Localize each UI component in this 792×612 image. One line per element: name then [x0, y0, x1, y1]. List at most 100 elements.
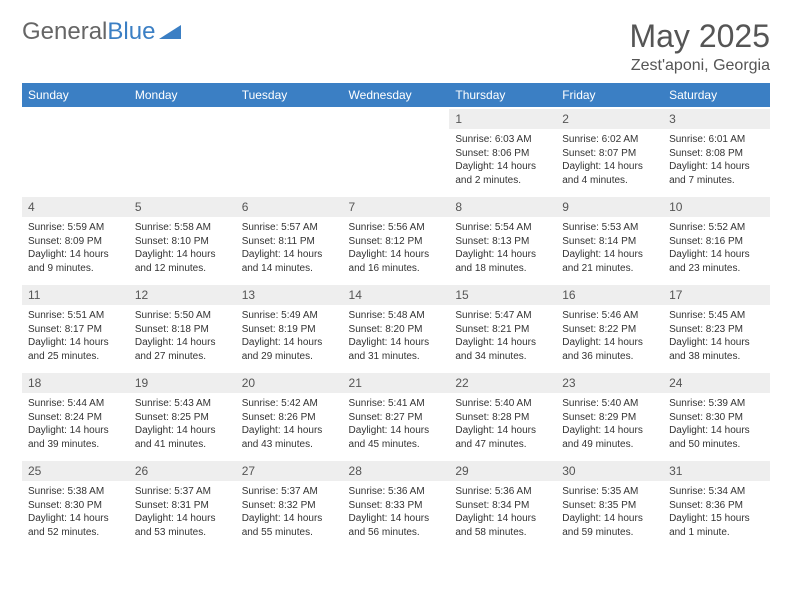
day-content-row: Sunrise: 6:03 AMSunset: 8:06 PMDaylight:… [22, 129, 770, 196]
daylight-text: and 36 minutes. [562, 350, 657, 364]
day-number: 26 [129, 460, 236, 481]
sunset-text: Sunset: 8:29 PM [562, 411, 657, 425]
day-number [236, 108, 343, 129]
day-cell: Sunrise: 5:39 AMSunset: 8:30 PMDaylight:… [663, 393, 770, 460]
sunrise-text: Sunrise: 5:43 AM [135, 397, 230, 411]
day-content-row: Sunrise: 5:44 AMSunset: 8:24 PMDaylight:… [22, 393, 770, 460]
day-content-row: Sunrise: 5:38 AMSunset: 8:30 PMDaylight:… [22, 481, 770, 547]
daylight-text: Daylight: 14 hours [28, 424, 123, 438]
day-cell: Sunrise: 5:45 AMSunset: 8:23 PMDaylight:… [663, 305, 770, 372]
day-number: 15 [449, 284, 556, 305]
day-number: 20 [236, 372, 343, 393]
sunrise-text: Sunrise: 5:50 AM [135, 309, 230, 323]
day-cell: Sunrise: 5:44 AMSunset: 8:24 PMDaylight:… [22, 393, 129, 460]
sunrise-text: Sunrise: 5:49 AM [242, 309, 337, 323]
daylight-text: and 9 minutes. [28, 262, 123, 276]
day-number: 16 [556, 284, 663, 305]
sunrise-text: Sunrise: 5:57 AM [242, 221, 337, 235]
sunset-text: Sunset: 8:09 PM [28, 235, 123, 249]
day-number: 14 [343, 284, 450, 305]
sunset-text: Sunset: 8:14 PM [562, 235, 657, 249]
sunset-text: Sunset: 8:28 PM [455, 411, 550, 425]
daylight-text: and 43 minutes. [242, 438, 337, 452]
day-number: 23 [556, 372, 663, 393]
daylight-text: and 52 minutes. [28, 526, 123, 540]
sunset-text: Sunset: 8:35 PM [562, 499, 657, 513]
day-cell: Sunrise: 5:43 AMSunset: 8:25 PMDaylight:… [129, 393, 236, 460]
sunset-text: Sunset: 8:11 PM [242, 235, 337, 249]
day-cell: Sunrise: 5:50 AMSunset: 8:18 PMDaylight:… [129, 305, 236, 372]
sunrise-text: Sunrise: 6:03 AM [455, 133, 550, 147]
sunrise-text: Sunrise: 5:52 AM [669, 221, 764, 235]
day-number: 1 [449, 108, 556, 129]
sunrise-text: Sunrise: 5:42 AM [242, 397, 337, 411]
sunset-text: Sunset: 8:36 PM [669, 499, 764, 513]
sunset-text: Sunset: 8:06 PM [455, 147, 550, 161]
day-cell: Sunrise: 5:58 AMSunset: 8:10 PMDaylight:… [129, 217, 236, 284]
sunrise-text: Sunrise: 5:36 AM [455, 485, 550, 499]
sunrise-text: Sunrise: 5:58 AM [135, 221, 230, 235]
sunrise-text: Sunrise: 5:41 AM [349, 397, 444, 411]
sunrise-text: Sunrise: 6:01 AM [669, 133, 764, 147]
day-number: 11 [22, 284, 129, 305]
daylight-text: Daylight: 14 hours [242, 248, 337, 262]
sunset-text: Sunset: 8:17 PM [28, 323, 123, 337]
daylight-text: Daylight: 14 hours [562, 512, 657, 526]
daylight-text: Daylight: 14 hours [349, 248, 444, 262]
daylight-text: and 27 minutes. [135, 350, 230, 364]
daylight-text: and 53 minutes. [135, 526, 230, 540]
sunset-text: Sunset: 8:07 PM [562, 147, 657, 161]
day-cell [22, 129, 129, 196]
day-number-row: 25262728293031 [22, 460, 770, 481]
day-cell [343, 129, 450, 196]
day-number: 18 [22, 372, 129, 393]
daylight-text: and 58 minutes. [455, 526, 550, 540]
sunrise-text: Sunrise: 5:44 AM [28, 397, 123, 411]
sunset-text: Sunset: 8:20 PM [349, 323, 444, 337]
daylight-text: and 59 minutes. [562, 526, 657, 540]
day-content-row: Sunrise: 5:59 AMSunset: 8:09 PMDaylight:… [22, 217, 770, 284]
day-number-row: 11121314151617 [22, 284, 770, 305]
daylight-text: Daylight: 14 hours [135, 424, 230, 438]
daylight-text: Daylight: 14 hours [669, 160, 764, 174]
daylight-text: Daylight: 14 hours [669, 336, 764, 350]
daylight-text: Daylight: 14 hours [349, 424, 444, 438]
daylight-text: and 47 minutes. [455, 438, 550, 452]
sunset-text: Sunset: 8:22 PM [562, 323, 657, 337]
day-number: 24 [663, 372, 770, 393]
day-cell: Sunrise: 5:59 AMSunset: 8:09 PMDaylight:… [22, 217, 129, 284]
day-cell: Sunrise: 5:56 AMSunset: 8:12 PMDaylight:… [343, 217, 450, 284]
sunrise-text: Sunrise: 5:46 AM [562, 309, 657, 323]
sunset-text: Sunset: 8:27 PM [349, 411, 444, 425]
sunrise-text: Sunrise: 5:35 AM [562, 485, 657, 499]
day-cell: Sunrise: 5:40 AMSunset: 8:28 PMDaylight:… [449, 393, 556, 460]
day-number: 6 [236, 196, 343, 217]
day-cell: Sunrise: 5:35 AMSunset: 8:35 PMDaylight:… [556, 481, 663, 547]
daylight-text: Daylight: 14 hours [455, 248, 550, 262]
dow-monday: Monday [129, 83, 236, 108]
day-number: 27 [236, 460, 343, 481]
daylight-text: Daylight: 14 hours [669, 424, 764, 438]
sunset-text: Sunset: 8:32 PM [242, 499, 337, 513]
day-cell: Sunrise: 5:41 AMSunset: 8:27 PMDaylight:… [343, 393, 450, 460]
day-cell: Sunrise: 5:54 AMSunset: 8:13 PMDaylight:… [449, 217, 556, 284]
dow-wednesday: Wednesday [343, 83, 450, 108]
sunset-text: Sunset: 8:33 PM [349, 499, 444, 513]
daylight-text: Daylight: 14 hours [562, 424, 657, 438]
day-cell: Sunrise: 5:38 AMSunset: 8:30 PMDaylight:… [22, 481, 129, 547]
daylight-text: Daylight: 14 hours [455, 160, 550, 174]
sunset-text: Sunset: 8:16 PM [669, 235, 764, 249]
logo-text-blue: Blue [107, 18, 155, 46]
daylight-text: and 16 minutes. [349, 262, 444, 276]
day-number: 21 [343, 372, 450, 393]
day-cell: Sunrise: 5:48 AMSunset: 8:20 PMDaylight:… [343, 305, 450, 372]
daylight-text: and 31 minutes. [349, 350, 444, 364]
daylight-text: Daylight: 14 hours [349, 512, 444, 526]
daylight-text: and 14 minutes. [242, 262, 337, 276]
logo-text-gray: General [22, 18, 107, 46]
daylight-text: and 45 minutes. [349, 438, 444, 452]
header: GeneralBlue May 2025 Zest'aponi, Georgia [22, 18, 770, 75]
day-cell: Sunrise: 6:03 AMSunset: 8:06 PMDaylight:… [449, 129, 556, 196]
day-number: 9 [556, 196, 663, 217]
sunrise-text: Sunrise: 5:56 AM [349, 221, 444, 235]
